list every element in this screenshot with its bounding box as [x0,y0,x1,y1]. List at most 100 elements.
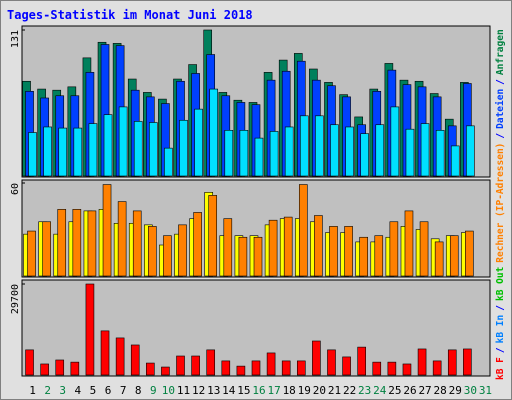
bar [404,210,414,277]
x-tick-label: 16 [252,384,265,397]
legend-entry: Dateien [495,89,506,129]
bar [132,210,142,277]
x-tick-label: 13 [207,384,220,397]
bar [223,218,233,277]
x-tick-label: 6 [105,384,112,397]
bar [312,340,321,376]
bar [117,201,127,277]
bar [419,221,429,277]
x-tick-label: 5 [90,384,97,397]
x-tick-label: 30 [464,384,477,397]
bar [327,349,336,376]
bar [236,365,246,376]
bar [57,209,67,277]
bar [360,133,369,177]
x-tick-label: 15 [237,384,250,397]
x-tick-label: 21 [328,384,341,397]
bar [281,360,291,376]
bar [221,360,231,376]
legend-entry: kB Out [495,267,506,301]
legend: kB F / kB In / kB Out Rechner (IP-Adressen) / D… [495,29,506,380]
bar [466,125,475,177]
bar [389,221,399,277]
legend-entry: kB In [495,315,506,344]
bar [296,360,306,376]
bar [193,212,202,277]
bar [194,108,203,177]
bar [27,230,36,277]
bar [387,361,397,376]
bar [176,355,185,376]
bar [253,236,263,277]
legend-entry: / [495,347,506,353]
bar [100,330,110,376]
bar [28,132,37,177]
x-tick-label: 28 [434,384,447,397]
bar [133,121,143,177]
x-tick-label: 18 [283,384,296,397]
bar [432,360,442,376]
bar [330,124,339,177]
bar [25,349,34,376]
bar [208,195,218,277]
x-tick-label: 11 [177,384,190,397]
bar [178,224,187,277]
bar [72,209,82,277]
bar [434,241,444,277]
bar [130,344,140,376]
bar [55,359,65,376]
bar [463,348,472,376]
bar [251,360,261,376]
chart-title: Tages-Statistik im Monat Juni 2018 [7,8,253,22]
x-tick-label: 24 [373,384,387,397]
legend-entry: Anfragen [495,29,506,75]
bar [149,122,158,177]
x-tick-label: 2 [44,384,51,397]
bar [164,147,173,177]
x-tick-label: 1 [29,384,36,397]
bar [420,123,430,177]
bar [269,131,279,177]
x-tick-label: 19 [298,384,311,397]
bar [465,230,474,277]
bar [88,123,98,177]
bar [372,361,382,376]
x-tick-label: 4 [75,384,82,397]
bar [359,236,368,277]
bar [115,337,125,376]
bar [146,362,155,376]
x-tick-label: 20 [313,384,326,397]
bar [40,363,49,376]
bar [283,216,293,277]
bar [298,184,308,277]
bar [103,114,113,177]
bar [417,348,427,376]
bar [344,226,353,277]
bar [299,115,309,177]
bar [179,119,188,177]
legend-entry: / [495,79,506,85]
bar [85,283,95,376]
bar [206,349,216,376]
bar [374,235,384,277]
bar [238,236,248,277]
legend-entry: / [495,133,506,139]
bar [224,130,234,177]
bar [449,235,459,277]
x-tick-label: 3 [59,384,66,397]
x-tick-label: 9 [150,384,157,397]
bar [102,184,112,277]
y-tick-label: 131 [10,30,21,48]
x-tick-label: 7 [120,384,127,397]
bar [70,361,80,376]
bar [357,346,366,376]
bar [43,126,52,177]
bar [450,145,460,177]
y-tick-label: 60 [10,183,21,195]
x-tick-label: 17 [267,384,280,397]
bar [254,137,264,177]
x-tick-label: 14 [222,384,236,397]
x-tick-label: 26 [403,384,416,397]
y-tick-label: 29700 [10,284,21,314]
